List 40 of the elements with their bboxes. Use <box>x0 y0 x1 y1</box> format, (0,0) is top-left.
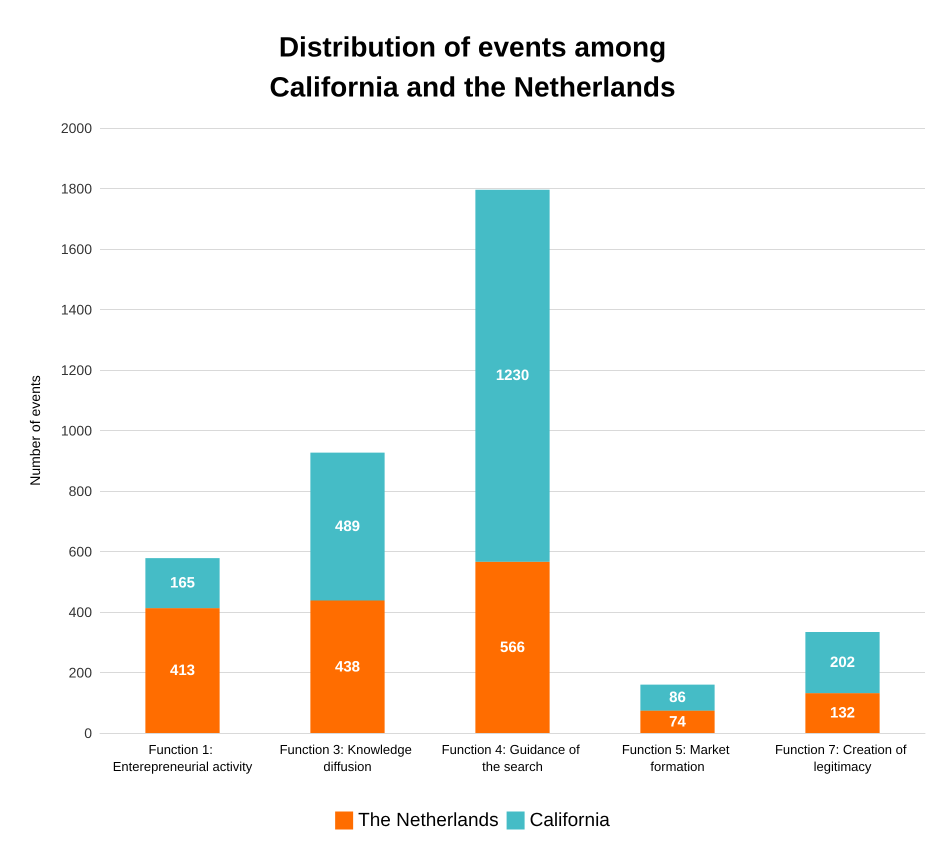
data-label: 202 <box>830 654 856 672</box>
y-tick-label: 200 <box>68 664 92 680</box>
bar <box>475 562 550 733</box>
y-tick-label: 1600 <box>60 241 92 257</box>
bar <box>805 632 880 694</box>
y-tick-label: 1400 <box>60 302 92 318</box>
x-tick-label: Function 3: Knowledge diffusion <box>280 742 416 774</box>
bar <box>640 710 715 733</box>
y-tick-label: 400 <box>68 604 92 620</box>
y-tick-label: 800 <box>68 483 92 499</box>
y-axis-title: Number of events <box>27 375 43 486</box>
y-tick-label: 1800 <box>60 180 92 196</box>
legend-label: California <box>530 810 610 831</box>
y-tick-label: 0 <box>84 725 92 741</box>
bar <box>310 452 385 601</box>
data-label: 438 <box>334 658 360 676</box>
y-tick-label: 1200 <box>60 362 92 378</box>
bar <box>310 600 385 733</box>
x-tick-label: Function 7: Creation of legitimacy <box>774 742 910 774</box>
bar <box>640 684 715 711</box>
bar <box>145 558 220 608</box>
bar <box>145 608 220 733</box>
data-label: 489 <box>334 518 360 536</box>
y-tick-label: 2000 <box>60 120 92 136</box>
data-label: 165 <box>170 574 196 592</box>
data-label: 1230 <box>496 367 530 384</box>
data-label: 74 <box>669 713 686 730</box>
data-label: 566 <box>500 638 526 656</box>
bar <box>805 693 880 733</box>
legend-label: The Netherlands <box>358 810 499 831</box>
x-tick-label: Function 4: Guidance of the search <box>442 742 584 774</box>
y-tick-label: 600 <box>68 544 92 560</box>
chart-title: Distribution of events among California and the Netherlands <box>269 32 676 102</box>
x-tick-label: Function 1: Enterepreneurial activity <box>112 742 253 774</box>
bar <box>475 190 550 562</box>
x-tick-label: Function 5: Market formation <box>622 742 734 774</box>
data-label: 86 <box>669 689 686 706</box>
data-label: 413 <box>170 662 196 680</box>
y-tick-label: 1000 <box>60 422 92 438</box>
data-label: 132 <box>830 704 856 722</box>
